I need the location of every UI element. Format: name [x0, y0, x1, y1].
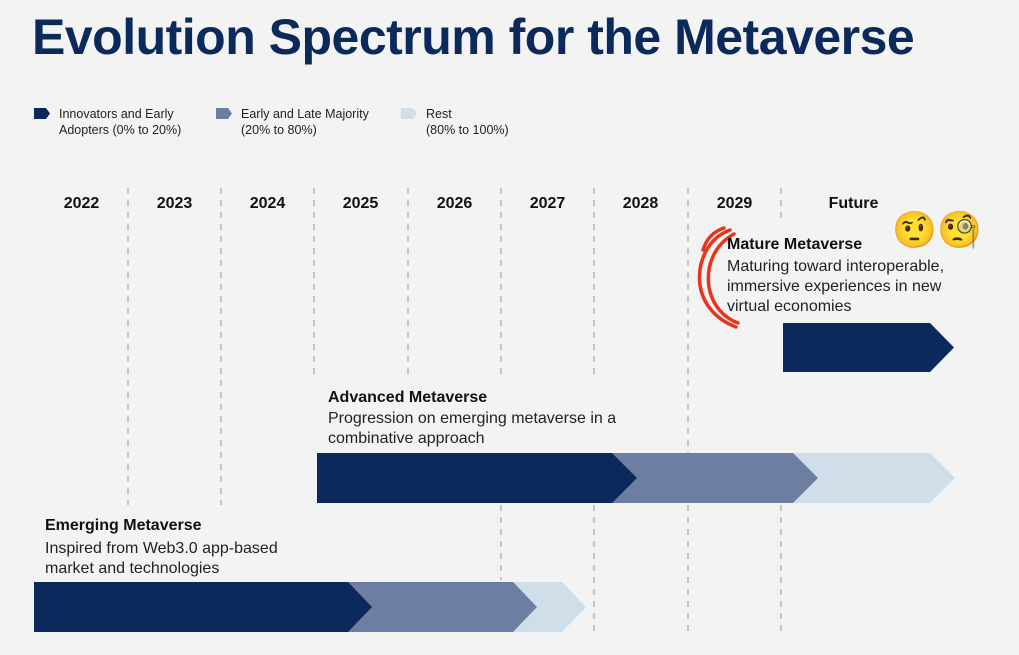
mature-stage-description: Maturing toward interoperable, immersive…: [727, 258, 945, 315]
legend-label-line2: (20% to 80%): [241, 123, 317, 137]
advanced-stage-title: Advanced Metaverse: [328, 389, 488, 406]
legend-item-majority: Early and Late Majority (20% to 80%): [216, 106, 369, 138]
legend-swatch-light: [401, 108, 417, 119]
legend-swatch-dark: [34, 108, 50, 119]
year-label-2023: 2023: [156, 195, 193, 212]
emerging-arrow-dark: [34, 582, 372, 632]
legend-label-line2: Adopters (0% to 20%): [59, 123, 182, 137]
year-label-2024: 2024: [249, 195, 286, 212]
annotation-scribble: [697, 226, 740, 329]
legend-item-rest: Rest (80% to 100%): [401, 106, 509, 138]
year-label-2026: 2026: [436, 195, 473, 212]
emerging-stage-title: Emerging Metaverse: [45, 517, 202, 534]
emerging-arrow-light: [512, 582, 586, 632]
advanced-stage-description: Progression on emerging metaverse in a c…: [328, 410, 617, 447]
emerging-arrow-mid: [347, 582, 537, 632]
year-label-future: Future: [828, 195, 879, 212]
legend-item-innovators: Innovators and Early Adopters (0% to 20%…: [34, 106, 181, 138]
advanced-arrow-light: [790, 453, 955, 503]
legend-label-line2: (80% to 100%): [426, 123, 509, 137]
year-label-2028: 2028: [622, 195, 659, 212]
legend-label-line1: Innovators and Early: [59, 107, 174, 121]
year-label-2025: 2025: [342, 195, 379, 212]
year-label-2029: 2029: [716, 195, 753, 212]
legend-label-line1: Early and Late Majority: [241, 107, 369, 121]
raised-eyebrow-emoji-icon: 🤨: [892, 209, 937, 250]
year-label-2022: 2022: [63, 195, 100, 212]
legend-label-line1: Rest: [426, 107, 452, 121]
emerging-stage-description: Inspired from Web3.0 app-based market an…: [45, 540, 278, 577]
advanced-arrow-dark: [317, 453, 637, 503]
year-gridlines: [127, 188, 782, 633]
mature-arrow-dark: [783, 323, 954, 372]
page-title: Evolution Spectrum for the Metaverse: [32, 9, 915, 65]
legend-swatch-mid: [216, 108, 232, 119]
monocle-emoji-icon: 🧐: [937, 209, 982, 250]
year-label-2027: 2027: [529, 195, 566, 212]
advanced-arrow-mid: [610, 453, 818, 503]
mature-stage-title: Mature Metaverse: [727, 236, 863, 253]
